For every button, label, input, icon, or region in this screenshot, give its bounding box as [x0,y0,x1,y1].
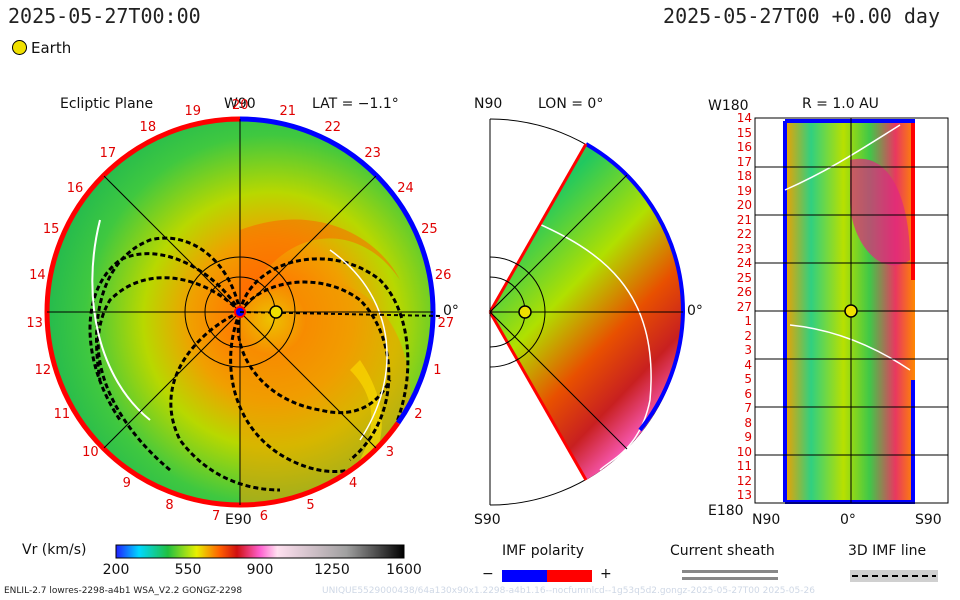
meridional-zero-label: 0° [687,303,703,319]
ring-number: 7 [211,508,221,524]
vr-tick: 1600 [386,562,422,578]
cylindrical-row-label: 19 [736,183,752,198]
model-info: ENLIL-2.7 lowres-2298-a4b1 WSA_V2.2 GONG… [4,586,243,596]
ring-number: 16 [66,180,84,196]
cylindrical-r-label: R = 1.0 AU [802,96,879,112]
cylindrical-map-plot [754,117,949,504]
cylindrical-w180-label: W180 [708,98,749,114]
ring-number: 13 [26,315,43,331]
cylindrical-row-label: 4 [744,357,752,372]
imf-line-title: 3D IMF line [848,543,927,559]
ring-number: 18 [139,119,157,135]
cylindrical-row-label: 22 [736,227,752,241]
current-sheath-title: Current sheath [670,543,775,559]
meridional-n90-label: N90 [474,96,503,112]
cylindrical-row-label: 12 [736,473,752,488]
cylindrical-earth-marker [844,304,858,318]
imf-negative-swatch [502,570,547,582]
cylindrical-row-label: 15 [736,125,752,140]
cylindrical-row-label: 25 [736,270,752,285]
ring-number: 22 [324,119,341,135]
meridional-earth-marker [518,305,532,319]
earth-legend-icon [12,40,27,55]
cylindrical-row-label: 18 [736,169,752,183]
cylindrical-row-label: 17 [736,154,752,169]
ring-number: 11 [53,407,71,422]
ring-number: 17 [99,146,117,162]
ring-number: 3 [385,445,394,461]
ring-number: 23 [364,146,381,162]
ecliptic-e90-label: E90 [225,512,252,528]
cylindrical-row-label: 1 [744,314,752,328]
ring-number: 4 [349,476,358,492]
ecliptic-earth-marker [269,305,283,319]
right-timestamp: 2025-05-27T00 +0.00 day [663,4,940,28]
vr-tick: 900 [246,562,274,578]
imf-minus-label: − [482,566,494,582]
ring-number: 27 [437,315,455,331]
cylindrical-row-label: 14 [736,111,752,125]
cylindrical-row-label: 2 [744,328,752,343]
ring-number: 2 [414,407,423,422]
ring-number: 8 [165,497,174,513]
ecliptic-plane-plot [44,116,441,508]
ring-number: 15 [42,222,60,238]
ring-number: 26 [434,268,452,284]
cylindrical-row-label: 16 [736,140,752,154]
imf-line-swatch [850,570,938,582]
vr-colorbar [115,544,405,559]
left-timestamp: 2025-05-27T00:00 [8,4,201,28]
ring-number: 12 [34,363,52,379]
cylindrical-row-label: 10 [736,444,752,459]
cylindrical-n90-label: N90 [752,512,781,528]
ring-number: 6 [259,508,269,524]
vr-tick: 200 [102,562,130,578]
ring-number: 5 [306,497,315,513]
vr-tick: 550 [174,562,202,578]
ring-number: 19 [184,103,202,119]
meridional-s90-label: S90 [474,512,501,528]
ring-number: 24 [397,180,414,196]
ring-number: 14 [29,268,46,284]
imf-polarity-title: IMF polarity [502,543,585,559]
cylindrical-row-label: 21 [736,212,752,227]
ring-number: 21 [279,103,297,119]
imf-plus-label: + [600,566,612,582]
cylindrical-row-label: 6 [744,386,752,401]
vr-label: Vr (km/s) [22,542,87,558]
cylindrical-zero-label: 0° [840,512,856,528]
ecliptic-lat-label: LAT = −1.1° [312,96,399,112]
cylindrical-row-label: 27 [736,299,752,314]
watermark-text: UNIQUE5529000438/64a130x90x1.2298-a4b1.1… [322,586,815,596]
ecliptic-w90-label: W90 [224,96,256,112]
ecliptic-title: Ecliptic Plane [60,96,154,112]
ring-number: 25 [421,222,438,238]
cylindrical-row-label: 26 [736,285,752,299]
ecliptic-zero-label: 0° [443,303,459,319]
cylindrical-e180-label: E180 [708,503,744,519]
cylindrical-row-label: 24 [736,256,752,270]
cylindrical-row-label: 13 [736,488,752,502]
cylindrical-row-label: 9 [744,430,752,444]
current-sheath-swatch [682,570,778,580]
ring-number: 1 [433,363,442,379]
cylindrical-row-label: 8 [744,415,752,430]
cylindrical-s90-label: S90 [915,512,942,528]
ring-number: 9 [122,476,131,492]
cylindrical-row-label: 5 [744,372,752,386]
meridional-plane-plot [488,118,686,506]
meridional-lon-label: LON = 0° [538,96,604,112]
cylindrical-row-label: 20 [736,198,752,212]
cylindrical-row-label: 7 [744,401,752,415]
vr-tick: 1250 [314,562,350,578]
cylindrical-row-label: 11 [736,459,752,473]
ring-number: 10 [82,445,99,461]
imf-positive-swatch [547,570,592,582]
cylindrical-row-label: 3 [744,343,752,357]
ring-number: 20 [232,98,249,113]
cylindrical-row-label: 23 [736,241,752,256]
earth-legend-label: Earth [31,39,72,57]
